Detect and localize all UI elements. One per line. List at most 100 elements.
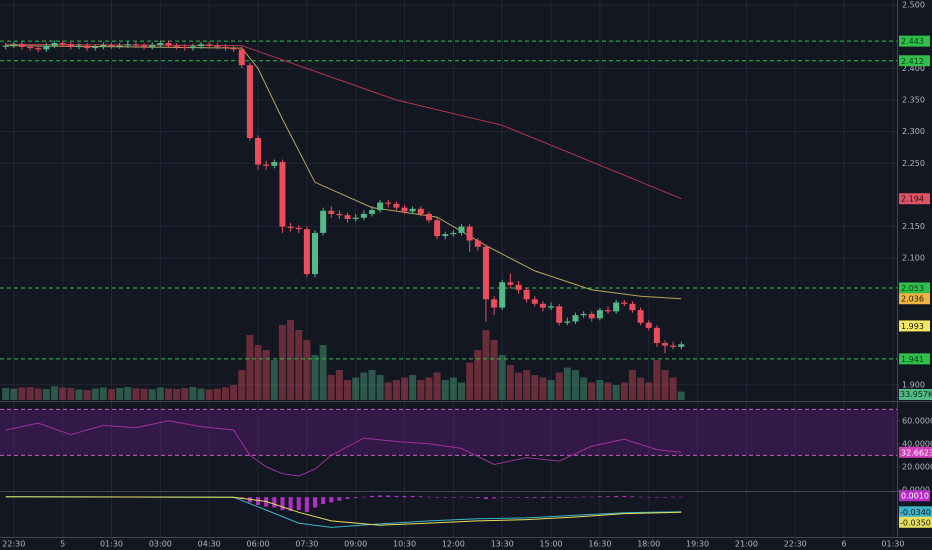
candle-body <box>303 229 310 275</box>
candle-body <box>279 162 286 227</box>
volume-bar <box>384 382 392 400</box>
candle-body <box>425 213 432 221</box>
volume-bar <box>189 387 197 400</box>
candle-body <box>588 313 595 319</box>
price-label-box <box>899 35 930 47</box>
candle-body <box>596 310 603 319</box>
candle-body <box>320 210 327 233</box>
volume-bar <box>628 370 636 400</box>
y-tick-label: 2.250 <box>902 159 925 168</box>
macd-histogram-bar <box>483 497 488 499</box>
macd-histogram-bar <box>492 497 497 499</box>
volume-bar <box>221 387 229 400</box>
volume-bar <box>523 370 531 400</box>
macd-histogram-bar <box>606 496 611 498</box>
candle-body <box>295 227 302 230</box>
candle-body <box>165 43 172 46</box>
candle-body <box>556 306 563 323</box>
volume-bar <box>360 372 368 400</box>
volume-bar <box>270 360 278 400</box>
volume-bar <box>238 370 246 400</box>
candle-body <box>548 306 555 308</box>
volume-bar <box>580 377 588 400</box>
volume-bar <box>433 372 441 400</box>
candle-body <box>100 44 107 47</box>
volume-bar <box>108 389 116 400</box>
candle-body <box>670 345 677 347</box>
volume-bar <box>254 345 262 400</box>
volume-bar <box>677 391 685 400</box>
volume-bar <box>164 388 172 400</box>
x-tick-label: 19:30 <box>686 540 709 549</box>
x-tick-label: 01:30 <box>100 540 123 549</box>
candle-body <box>222 46 229 49</box>
macd-histogram-bar <box>540 497 545 499</box>
candle-body <box>75 45 82 47</box>
volume-bar <box>156 387 164 400</box>
x-tick-label: 13:30 <box>491 540 514 549</box>
volume-bar <box>75 389 83 400</box>
macd-histogram-bar <box>394 495 399 498</box>
candle-body <box>442 234 449 237</box>
candle-body <box>523 289 530 300</box>
volume-bar <box>620 382 628 400</box>
volume-bar <box>83 390 91 400</box>
price-label-box <box>899 353 930 365</box>
macd-histogram-bar <box>345 497 350 499</box>
price-label: 2.036 <box>901 295 924 304</box>
volume-bar <box>531 375 539 400</box>
macd-histogram-bar <box>475 497 480 499</box>
volume-bar <box>124 387 132 400</box>
x-tick-label: 07:30 <box>295 540 318 549</box>
volume-bar <box>335 370 343 400</box>
y-tick-label: 2.400 <box>902 64 925 73</box>
price-label-box <box>899 320 930 332</box>
y-tick-label: 0.0000 <box>902 485 930 494</box>
volume-bar <box>42 389 50 400</box>
volume-bar <box>205 389 213 400</box>
volume-bar <box>555 372 563 400</box>
volume-bar <box>490 340 498 400</box>
macd-histogram-bar <box>443 497 448 498</box>
x-tick-label: 06:00 <box>246 540 269 549</box>
candle-body <box>482 246 489 300</box>
candle-body <box>59 43 66 45</box>
volume-bar <box>99 387 107 400</box>
volume-bar <box>148 389 156 400</box>
x-tick-label: 10:30 <box>393 540 416 549</box>
volume-bar <box>637 377 645 400</box>
volume-bar <box>10 388 18 400</box>
y-tick-label: 2.100 <box>902 254 925 263</box>
volume-bar <box>303 340 311 400</box>
candle-body <box>238 49 245 66</box>
volume-bar <box>230 385 238 400</box>
volume-bar <box>474 350 482 400</box>
rsi-label-box <box>899 446 932 458</box>
candle-body <box>198 44 205 47</box>
candle-body <box>678 344 685 347</box>
candle-body <box>189 46 196 49</box>
candle-body <box>344 215 351 219</box>
x-tick-label: 16:30 <box>588 540 611 549</box>
volume-bar <box>319 345 327 400</box>
volume-bar <box>449 377 457 400</box>
candle-body <box>10 44 17 46</box>
macd-histogram-bar <box>549 497 554 498</box>
price-label-box <box>899 193 930 205</box>
price-label: 2.194 <box>901 195 924 204</box>
volume-bar <box>246 335 254 400</box>
x-tick-label: 01:30 <box>881 540 904 549</box>
y-tick-label: 2.500 <box>902 1 925 10</box>
x-tick-label: 15:00 <box>540 540 563 549</box>
candle-body <box>564 321 571 323</box>
macd-label: 0.0010 <box>901 492 929 501</box>
volume-bar <box>645 382 653 400</box>
candle-body <box>434 220 441 237</box>
candle-body <box>92 46 99 49</box>
marks <box>0 40 897 528</box>
macd-histogram-bar <box>369 495 374 498</box>
candle-body <box>27 46 34 49</box>
volume-bar <box>140 388 148 400</box>
macd-histogram-bar <box>565 497 570 498</box>
price-label: 2.443 <box>901 37 924 46</box>
